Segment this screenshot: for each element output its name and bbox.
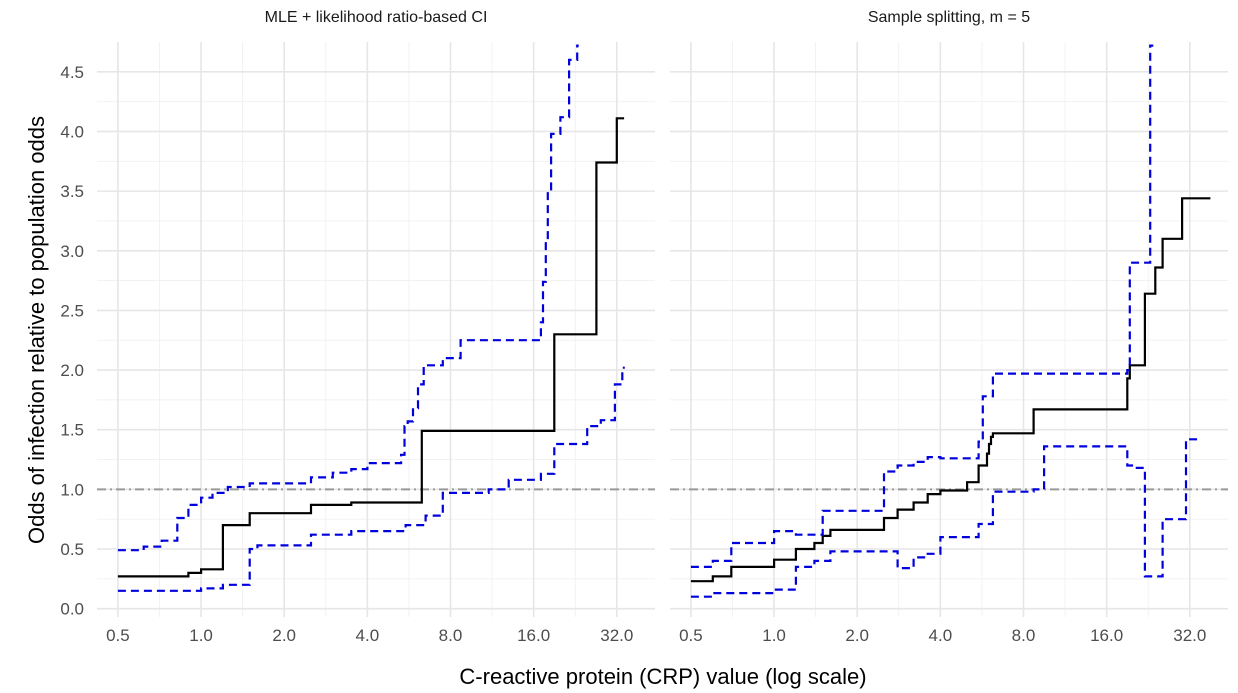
x-tick-label: 8.0 xyxy=(1012,626,1036,645)
x-tick-label: 32.0 xyxy=(600,626,633,645)
gridlines-mle xyxy=(97,42,655,617)
series-estimate xyxy=(117,117,625,578)
y-tick-label: 4.5 xyxy=(60,63,84,82)
x-tick-label: 16.0 xyxy=(517,626,550,645)
series-estimate xyxy=(690,197,1211,583)
series-ci-lower xyxy=(690,438,1198,598)
x-tick-label: 4.0 xyxy=(929,626,953,645)
series-ci-upper xyxy=(117,44,579,552)
y-tick-label: 3.5 xyxy=(60,182,84,201)
x-tick-label: 4.0 xyxy=(356,626,380,645)
gridlines-sample-splitting xyxy=(670,42,1228,617)
panel-title-mle: MLE + likelihood ratio-based CI xyxy=(265,9,488,26)
plot-area-mle xyxy=(97,42,655,617)
x-tick-label: 0.5 xyxy=(679,626,703,645)
y-tick-label: 2.5 xyxy=(60,301,84,320)
panel-mle: MLE + likelihood ratio-based CI 0.5 1.0 2.… xyxy=(97,9,655,645)
series-group-sample-splitting xyxy=(690,44,1211,598)
y-tick-label: 3.0 xyxy=(60,242,84,261)
series-ci-upper xyxy=(690,44,1154,568)
y-tick-label: 0.0 xyxy=(60,600,84,619)
x-tick-label: 32.0 xyxy=(1173,626,1206,645)
y-tick-label: 0.5 xyxy=(60,540,84,559)
x-tick-label: 1.0 xyxy=(189,626,213,645)
x-tick-label: 2.0 xyxy=(272,626,296,645)
y-tick-label: 1.0 xyxy=(60,480,84,499)
x-tick-labels-mle: 0.5 1.0 2.0 4.0 8.0 16.0 32.0 xyxy=(106,626,633,645)
x-tick-labels-sample-splitting: 0.5 1.0 2.0 4.0 8.0 16.0 32.0 xyxy=(679,626,1206,645)
x-axis-title: C-reactive protein (CRP) value (log scal… xyxy=(459,664,866,689)
panel-title-sample-splitting: Sample splitting, m = 5 xyxy=(868,9,1030,26)
plot-area-sample-splitting xyxy=(670,42,1228,617)
x-tick-label: 0.5 xyxy=(106,626,130,645)
x-tick-label: 8.0 xyxy=(439,626,463,645)
y-tick-label: 4.0 xyxy=(60,122,84,141)
x-tick-label: 2.0 xyxy=(845,626,869,645)
x-tick-label: 16.0 xyxy=(1090,626,1123,645)
x-tick-label: 1.0 xyxy=(762,626,786,645)
y-tick-label: 1.5 xyxy=(60,421,84,440)
y-tick-label: 2.0 xyxy=(60,361,84,380)
y-tick-labels: 0.0 0.5 1.0 1.5 2.0 2.5 3.0 3.5 4.0 4.5 xyxy=(60,63,84,619)
series-group-mle xyxy=(117,44,625,592)
panel-sample-splitting: Sample splitting, m = 5 0.5 1.0 2.0 4.0 8.0 1… xyxy=(670,9,1228,645)
y-axis-title: Odds of infection relative to population… xyxy=(24,116,49,544)
